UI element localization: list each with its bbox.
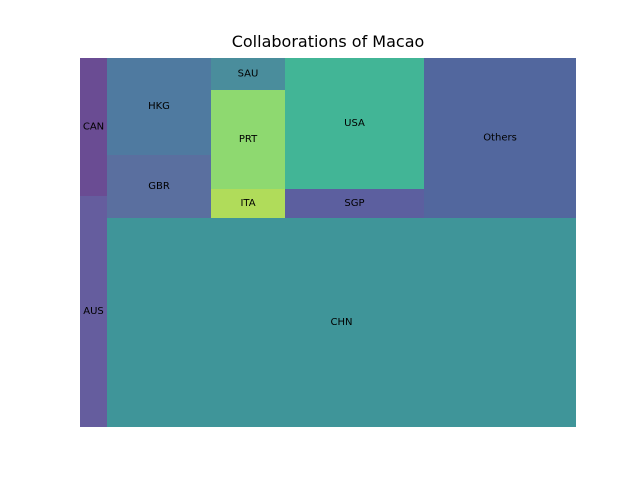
- treemap-cell-usa: [285, 58, 424, 189]
- treemap-label-prt: PRT: [239, 134, 258, 145]
- treemap-cell-sgp: [285, 189, 424, 218]
- treemap-label-can: CAN: [83, 122, 104, 133]
- chart-title: Collaborations of Macao: [231, 32, 425, 51]
- treemap-cell-can: [80, 58, 107, 196]
- treemap-cell-chn: [107, 218, 576, 427]
- treemap-cell-hkg: [107, 58, 211, 155]
- treemap-label-chn: CHN: [331, 317, 353, 328]
- treemap-label-aus: AUS: [83, 306, 104, 317]
- treemap-label-hkg: HKG: [148, 101, 170, 112]
- treemap-cell-prt: [211, 90, 285, 189]
- treemap-label-ita: ITA: [240, 198, 255, 209]
- treemap-cell-sau: [211, 58, 285, 90]
- treemap-cell-gbr: [107, 155, 211, 218]
- treemap-cell-ita: [211, 189, 285, 218]
- treemap-cell-aus: [80, 196, 107, 427]
- treemap-label-gbr: GBR: [148, 181, 170, 192]
- treemap-label-others: Others: [483, 133, 517, 144]
- treemap-label-usa: USA: [344, 118, 365, 129]
- treemap-label-sgp: SGP: [344, 198, 364, 209]
- treemap-label-sau: SAU: [238, 69, 259, 80]
- treemap-cell-others: [424, 58, 576, 218]
